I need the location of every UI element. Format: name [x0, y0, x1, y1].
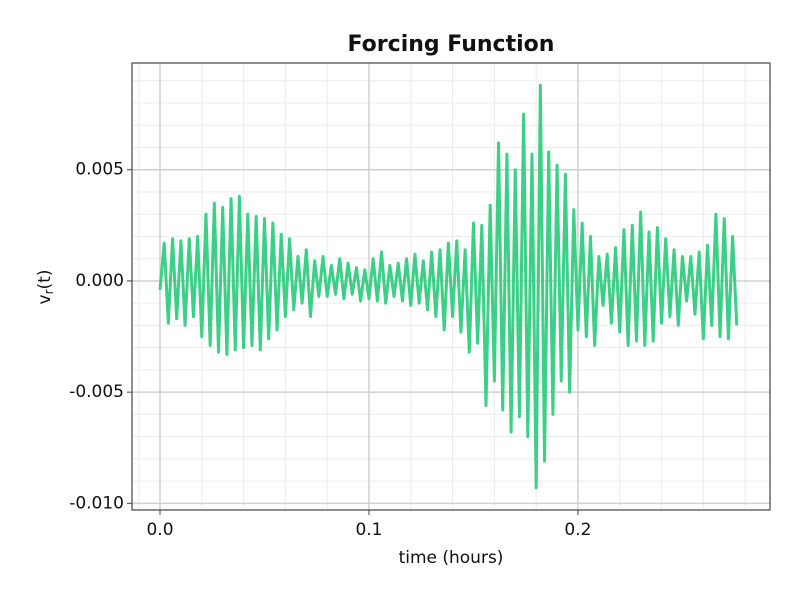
series-line	[158, 83, 739, 490]
y-label-main: v	[35, 294, 55, 304]
plot-frame	[131, 62, 771, 511]
y-label-tail: (t)	[35, 270, 55, 290]
chart-title: Forcing Function	[348, 32, 555, 57]
x-axis-label: time (hours)	[399, 548, 504, 568]
y-tick-label: -0.010	[69, 493, 124, 513]
y-tick-label: 0.000	[75, 271, 124, 291]
x-tick-label: 0.2	[564, 520, 591, 540]
y-label-sub: r	[42, 289, 56, 294]
x-tick-label: 0.1	[355, 520, 382, 540]
y-axis-label: vr(t)	[35, 270, 56, 305]
y-tick-label: 0.005	[75, 160, 124, 180]
y-tick-label: -0.005	[69, 382, 124, 402]
x-tick-label: 0.0	[146, 520, 173, 540]
